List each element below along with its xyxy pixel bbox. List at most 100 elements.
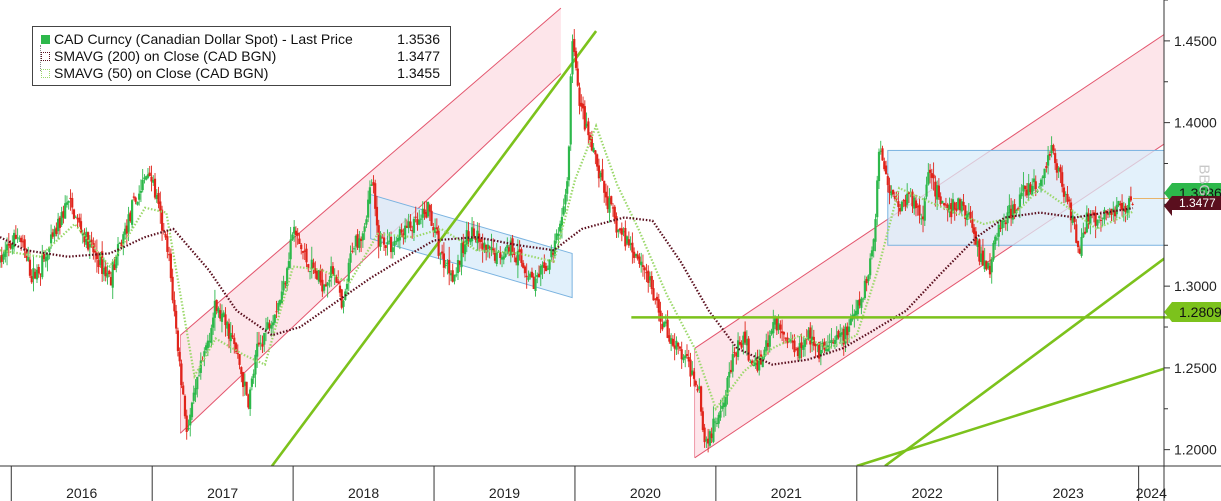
candle-body: [400, 229, 403, 233]
candle-body: [155, 195, 158, 200]
candle-body: [816, 344, 819, 346]
candle-body: [980, 253, 983, 263]
trend-channel-1: [694, 34, 1164, 458]
candle-body: [733, 352, 736, 354]
candle-body: [578, 87, 581, 106]
candle-body: [132, 196, 135, 198]
candle-body: [433, 228, 437, 233]
candle-body: [111, 261, 114, 288]
candle-body: [694, 381, 697, 386]
candle-body: [278, 299, 282, 305]
candle-body: [849, 318, 852, 326]
candle-body: [303, 250, 306, 252]
candle-body: [1045, 166, 1048, 169]
candle-body: [1004, 222, 1007, 225]
candle-body: [884, 165, 888, 174]
candle-body: [928, 169, 932, 173]
candle-body: [48, 246, 51, 253]
candle-body: [775, 318, 778, 331]
candle-body: [236, 352, 239, 355]
x-tick-label: 2024: [1136, 485, 1167, 501]
candle-body: [870, 250, 874, 257]
candle-body: [925, 184, 928, 197]
candle-body: [423, 209, 426, 214]
legend-value-price: 1.3536: [397, 31, 440, 47]
candle-body: [1129, 196, 1132, 201]
candle-body: [409, 221, 412, 228]
candle-body: [661, 323, 664, 330]
candle-body: [1068, 199, 1071, 202]
candle-body: [525, 275, 528, 278]
candle-body: [897, 201, 900, 207]
candle-body: [448, 259, 451, 274]
candle-body: [305, 248, 308, 263]
candle-body: [1020, 192, 1023, 197]
candle-body: [18, 238, 21, 240]
candle-body: [340, 289, 343, 308]
candle-body: [728, 371, 731, 378]
candle-body: [275, 311, 278, 313]
candle-body: [1025, 189, 1029, 196]
candle-body: [389, 236, 393, 253]
candle-body: [708, 431, 711, 446]
candle-body: [367, 199, 370, 218]
candle-body: [379, 235, 382, 247]
candle-body: [34, 271, 37, 279]
candle-body: [55, 227, 58, 234]
candle-body: [1010, 208, 1013, 219]
candle-body: [761, 357, 764, 368]
candle-body: [370, 184, 373, 186]
candle-body: [1069, 202, 1073, 221]
candle-body: [721, 405, 724, 409]
candle-body: [1089, 214, 1092, 226]
candle-body: [101, 251, 104, 274]
candle-body: [611, 207, 615, 209]
y-tick-label: 1.3000: [1174, 278, 1217, 294]
candle-body: [729, 369, 733, 373]
candle-body: [338, 285, 342, 293]
candle-body: [449, 273, 453, 276]
candle-body: [856, 300, 859, 315]
candle-body: [548, 259, 551, 270]
candle-body: [509, 240, 512, 256]
sma200-line: [0, 207, 1134, 366]
candle-body: [664, 321, 667, 324]
candle-body: [271, 322, 275, 326]
candle-body: [418, 219, 421, 225]
candle-body: [1105, 210, 1108, 213]
candle-body: [106, 272, 109, 278]
candle-body: [453, 274, 456, 282]
candle-body: [479, 239, 482, 243]
candle-body: [497, 251, 500, 253]
candle-body: [162, 229, 165, 231]
candle-body: [523, 266, 527, 274]
candle-body: [146, 174, 150, 178]
candle-body: [789, 339, 793, 341]
candle-body: [42, 253, 46, 259]
candle-body: [839, 333, 842, 337]
candle-body: [301, 251, 305, 253]
candle-body: [786, 337, 789, 344]
candle-body: [428, 205, 431, 212]
support-level-tag: 1.2809: [1164, 302, 1221, 322]
candle-body: [148, 172, 151, 177]
candle-body: [463, 241, 467, 255]
candle-body: [825, 349, 828, 352]
candle-body: [238, 354, 241, 365]
legend: CAD Curncy (Canadian Dollar Spot) - Last…: [32, 26, 451, 86]
candle-body: [900, 201, 903, 212]
candle-body: [46, 253, 49, 261]
candle-body: [795, 349, 798, 351]
candle-body: [969, 211, 972, 219]
candle-body: [872, 239, 875, 252]
candle-body: [643, 267, 646, 271]
y-tick-label: 1.4000: [1174, 115, 1217, 131]
candle-body: [157, 193, 160, 204]
candle-body: [847, 326, 851, 332]
candle-body: [833, 339, 837, 345]
candle-body: [123, 228, 127, 235]
candle-body: [809, 327, 812, 345]
candle-body: [1057, 167, 1060, 172]
sma50-line: [0, 122, 1134, 412]
candle-body: [881, 148, 884, 161]
